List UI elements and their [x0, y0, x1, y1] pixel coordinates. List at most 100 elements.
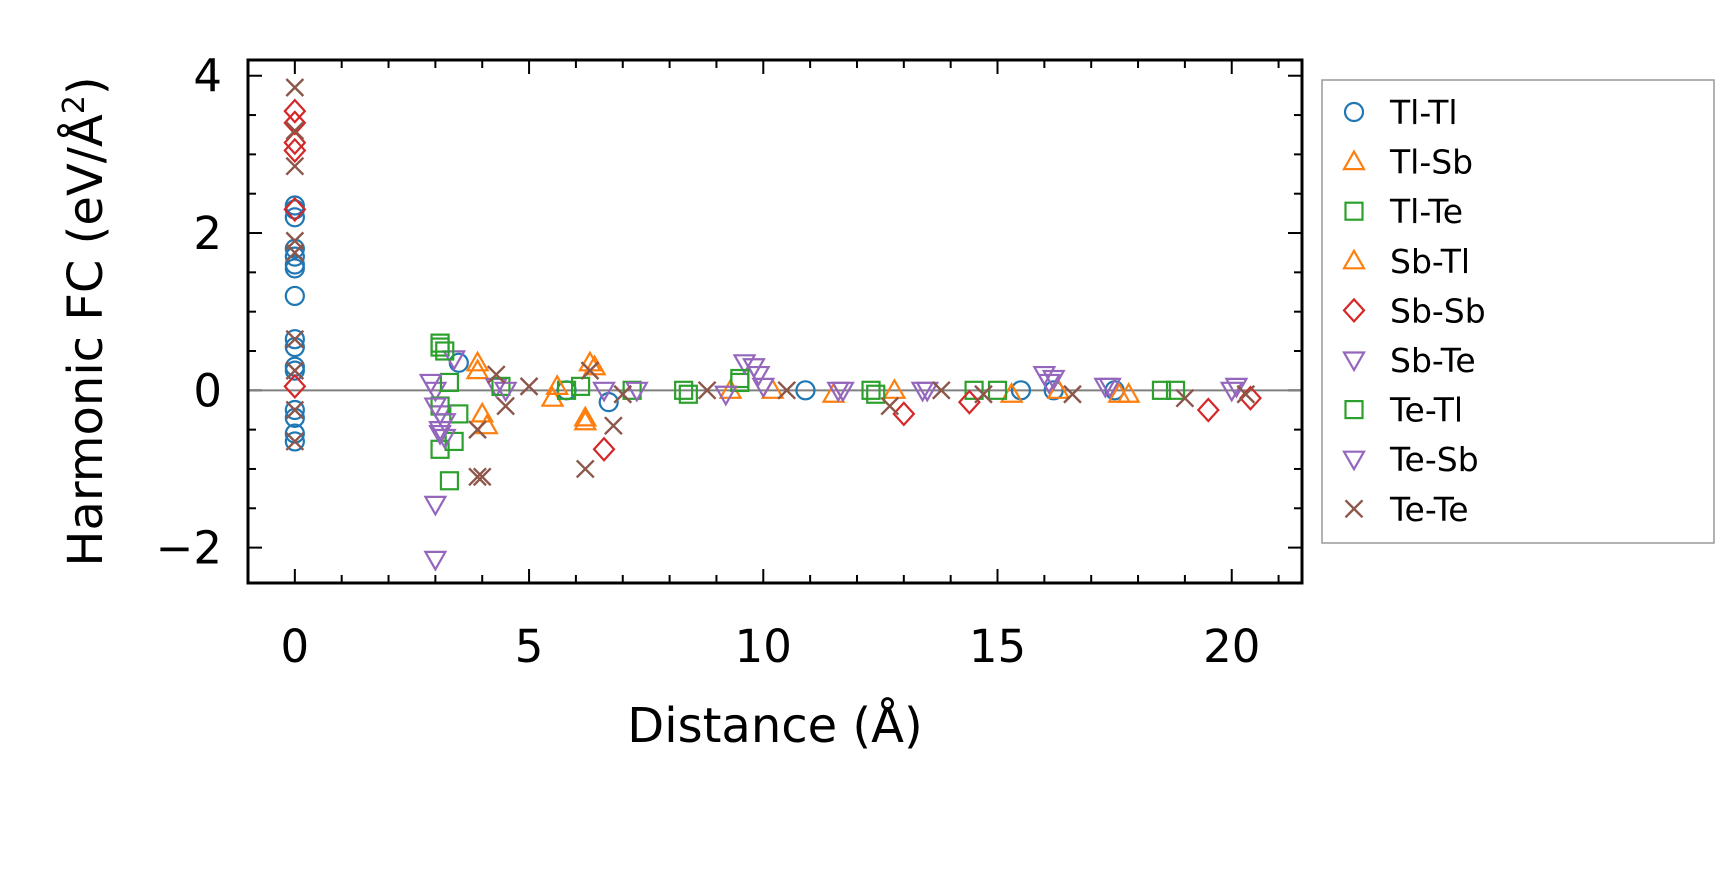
data-point — [423, 397, 448, 419]
data-point — [439, 372, 460, 393]
data-point — [284, 329, 305, 350]
legend-label: Tl-Sb — [1389, 143, 1473, 182]
data-point — [1238, 385, 1262, 411]
data-point — [592, 381, 616, 403]
data-point — [931, 380, 951, 400]
x-marker-stroke — [575, 459, 595, 479]
data-point — [285, 78, 305, 97]
data-point — [470, 401, 495, 423]
x-marker-stroke — [285, 329, 305, 349]
data-point — [575, 459, 595, 479]
data-point — [1043, 380, 1064, 401]
data-point — [468, 420, 487, 439]
data-point — [573, 405, 598, 427]
legend-marker — [1342, 450, 1366, 472]
legend-marker — [1342, 297, 1366, 324]
legend-item: Tl-Tl — [1343, 93, 1458, 132]
x-marker-stroke — [880, 396, 900, 416]
legend-marker — [1342, 248, 1366, 270]
data-point — [285, 361, 305, 381]
x-marker-stroke — [496, 396, 515, 416]
data-point — [284, 356, 305, 377]
y-tick-label: 2 — [193, 207, 222, 260]
y-tick-label: 0 — [193, 364, 222, 417]
data-point — [674, 380, 694, 400]
legend-marker — [1344, 201, 1364, 221]
data-point — [283, 98, 307, 124]
data-point — [624, 381, 649, 403]
data-point — [283, 196, 307, 223]
data-point — [861, 380, 881, 400]
data-point — [284, 399, 305, 421]
legend-marker — [1344, 400, 1364, 420]
series-tl-te — [430, 337, 1172, 491]
data-point — [713, 385, 738, 407]
x-marker-stroke — [1063, 384, 1082, 404]
data-points — [283, 78, 1262, 572]
data-point — [964, 380, 984, 400]
data-point — [746, 365, 771, 387]
data-point — [697, 380, 717, 400]
data-point — [284, 360, 305, 381]
data-point — [418, 373, 443, 395]
legend-item: Tl-Sb — [1342, 143, 1473, 182]
x-tick-label: 5 — [515, 620, 544, 673]
data-point — [285, 400, 305, 420]
y-axis-title-sup: 2 — [57, 95, 92, 114]
data-point — [435, 341, 455, 361]
x-marker-stroke — [1344, 499, 1364, 519]
data-point — [730, 368, 750, 389]
x-tick-label: 15 — [969, 620, 1026, 673]
data-point — [439, 471, 460, 491]
data-point — [880, 396, 900, 416]
data-point — [432, 413, 457, 434]
data-point — [613, 384, 633, 404]
x-tick-label: 20 — [1203, 620, 1260, 673]
data-point — [910, 381, 935, 403]
data-point — [285, 243, 305, 263]
y-tick-label: 4 — [193, 50, 222, 103]
y-axis-title-end: ) — [58, 76, 114, 95]
x-marker-stroke — [472, 467, 492, 487]
legend-marker — [1344, 499, 1364, 519]
legend-item: Sb-Tl — [1342, 242, 1470, 281]
x-marker-stroke — [580, 361, 600, 381]
legend-label: Sb-Sb — [1390, 291, 1486, 330]
x-marker-stroke — [1236, 384, 1256, 404]
data-point — [1219, 381, 1244, 403]
x-marker-stroke — [519, 377, 539, 396]
legend-label: Tl-Tl — [1389, 93, 1458, 132]
data-point — [423, 495, 448, 517]
axis-ticks — [248, 60, 1302, 583]
legend-item: Te-Te — [1344, 490, 1469, 529]
data-point — [795, 380, 816, 401]
data-point — [285, 432, 305, 451]
legend-item: Sb-Te — [1342, 341, 1476, 380]
y-tick-label: −2 — [156, 522, 222, 575]
data-point — [777, 380, 797, 400]
y-axis-title-main: Harmonic FC (eV/Å — [57, 114, 114, 567]
x-marker-stroke — [613, 384, 633, 404]
data-point — [831, 381, 855, 403]
data-point — [496, 396, 515, 416]
series-tl-tl — [284, 195, 1125, 452]
data-point — [573, 409, 598, 431]
x-marker-stroke — [285, 361, 305, 381]
x-marker-stroke — [285, 400, 305, 420]
x-marker-stroke — [974, 384, 993, 404]
data-point — [1098, 377, 1122, 399]
x-marker-stroke — [285, 243, 305, 263]
data-point — [751, 377, 776, 399]
data-point — [284, 285, 305, 307]
series-te-te — [285, 78, 1256, 487]
plot-frame — [246, 58, 1304, 585]
legend-label: Sb-Te — [1390, 341, 1476, 380]
data-point — [465, 350, 490, 372]
data-point — [1107, 382, 1132, 403]
data-point — [570, 376, 591, 396]
data-point — [284, 258, 305, 279]
data-point — [592, 436, 616, 462]
data-point — [423, 550, 448, 572]
data-point — [283, 373, 307, 400]
